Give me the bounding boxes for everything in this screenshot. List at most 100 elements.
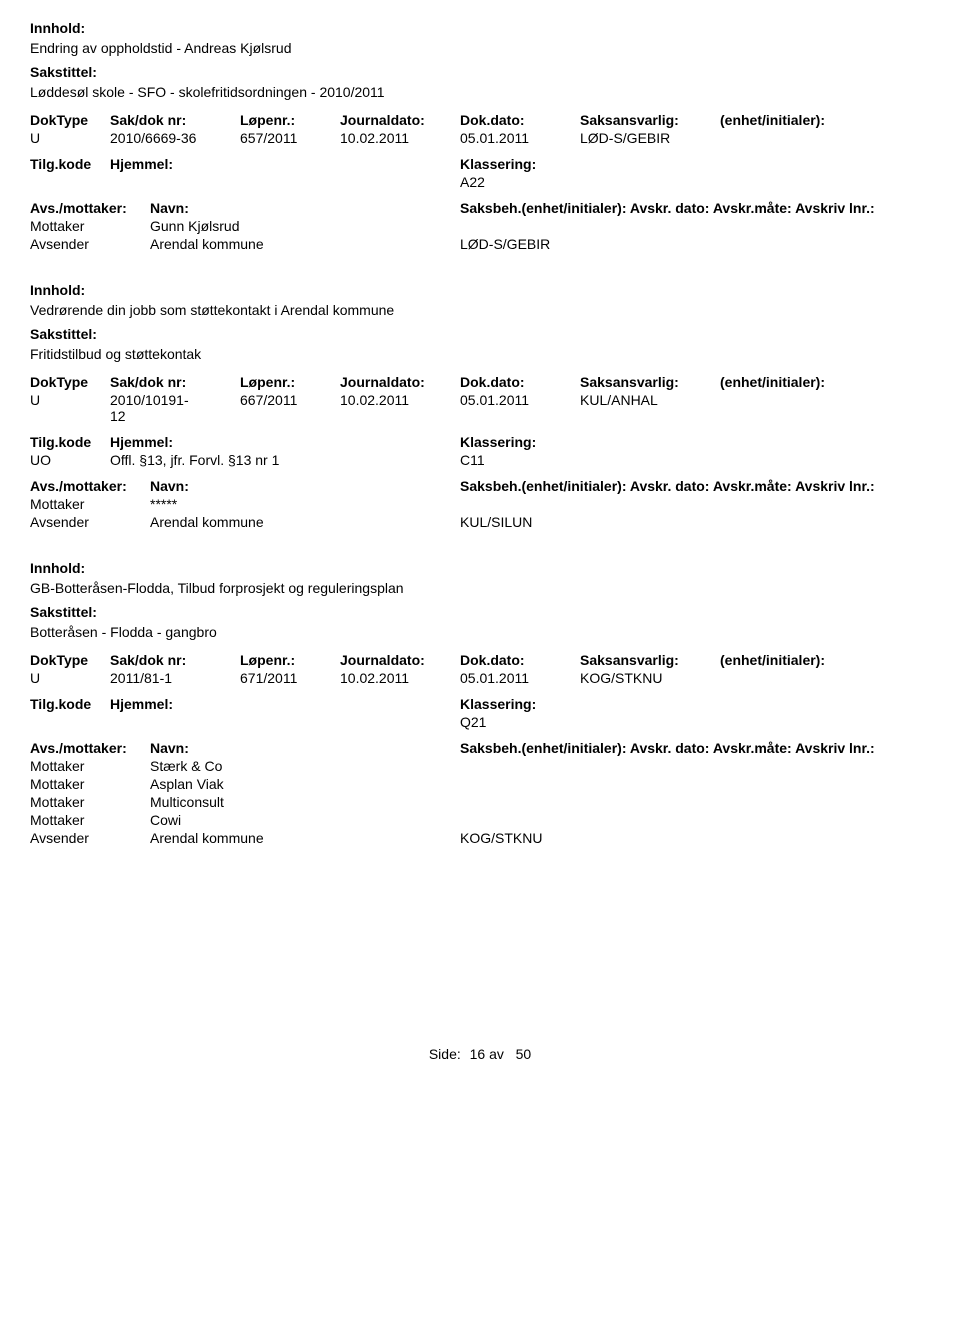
initialer-header: (enhet/initialer):: [720, 112, 860, 128]
mottaker-navn: Stærk & Co: [150, 758, 350, 774]
mottaker-label: Mottaker: [30, 758, 150, 774]
sakdok-header: Sak/dok nr:: [110, 112, 240, 128]
tilg-hjemmel-data-row: A22: [30, 174, 930, 190]
hjemmel-value: [110, 174, 460, 190]
innhold-text: Endring av oppholdstid - Andreas Kjølsru…: [30, 40, 930, 56]
innhold-text: Vedrørende din jobb som støttekontakt i …: [30, 302, 930, 318]
doktype-value: U: [30, 670, 110, 686]
sakstittel-text: Fritidstilbud og støttekontak: [30, 346, 930, 362]
journaldato-header: Journaldato:: [340, 112, 460, 128]
entry-block: Innhold: Vedrørende din jobb som støtteko…: [30, 282, 930, 530]
innhold-label: Innhold:: [30, 20, 930, 36]
navn-label: Navn:: [150, 740, 300, 756]
avs-mottaker-header-row: Avs./mottaker:Navn:Saksbeh.(enhet/initia…: [30, 478, 930, 494]
table-header-row: DokTypeSak/dok nr:Løpenr.:Journaldato:Do…: [30, 112, 930, 128]
entry-block: Innhold: GB-Botteråsen-Flodda, Tilbud for…: [30, 560, 930, 846]
mottaker-row: MottakerMulticonsult: [30, 794, 930, 810]
tilg-hjemmel-header-row: Tilg.kodeHjemmel:Klassering:: [30, 156, 930, 172]
klassering-label: Klassering:: [460, 156, 536, 172]
lopenr-header: Løpenr.:: [240, 374, 340, 390]
saksansvarlig-header: Saksansvarlig:: [580, 112, 720, 128]
sakstittel-text: Løddesøl skole - SFO - skolefritidsordni…: [30, 84, 930, 100]
hjemmel-value: Offl. §13, jfr. Forvl. §13 nr 1: [110, 452, 460, 468]
avs-mottaker-label: Avs./mottaker:: [30, 478, 150, 494]
mottaker-navn: Cowi: [150, 812, 350, 828]
avs-mottaker-header-row: Avs./mottaker:Navn:Saksbeh.(enhet/initia…: [30, 200, 930, 216]
innhold-label: Innhold:: [30, 560, 930, 576]
lopenr-value: 671/2011: [240, 670, 340, 686]
spacer: [30, 408, 110, 424]
table-data-row-2: 12: [30, 408, 930, 424]
avsender-code: LØD-S/GEBIR: [460, 236, 550, 252]
mottaker-navn: Multiconsult: [150, 794, 350, 810]
avs-mottaker-header-row: Avs./mottaker:Navn: Saksbeh.(enhet/initia…: [30, 740, 930, 756]
mottaker-label: Mottaker: [30, 794, 150, 810]
sakdok-value-2: 12: [110, 408, 240, 424]
table-header-row: DokTypeSak/dok nr:Løpenr.:Journaldato:Do…: [30, 652, 930, 668]
mottaker-row: Mottaker*****: [30, 496, 930, 512]
mottaker-label: Mottaker: [30, 496, 150, 512]
tilgkode-label: Tilg.kode: [30, 696, 110, 712]
klassering-value: C11: [460, 452, 485, 468]
sakstittel-label: Sakstittel:: [30, 604, 930, 620]
saksbeh-label: Saksbeh.(enhet/initialer): Avskr. dato: …: [460, 740, 875, 756]
klassering-value: Q21: [460, 714, 486, 730]
avsender-row: AvsenderArendal kommuneKOG/STKNU: [30, 830, 930, 846]
journaldato-value: 10.02.2011: [340, 392, 460, 408]
avsender-label: Avsender: [30, 236, 150, 252]
dokdato-header: Dok.dato:: [460, 374, 580, 390]
sakdok-value: 2010/6669-36: [110, 130, 240, 146]
klassering-label: Klassering:: [460, 696, 536, 712]
side-label: Side:: [429, 1046, 461, 1062]
sakdok-header: Sak/dok nr:: [110, 652, 240, 668]
table-data-row: U2010/6669-36657/201110.02.201105.01.201…: [30, 130, 930, 146]
lopenr-header: Løpenr.:: [240, 112, 340, 128]
tilgkode-label: Tilg.kode: [30, 434, 110, 450]
sakstittel-label: Sakstittel:: [30, 326, 930, 342]
total-pages: 50: [516, 1046, 532, 1062]
doktype-header: DokType: [30, 112, 110, 128]
page-footer: Side: 16 av 50: [30, 1046, 930, 1062]
mottaker-navn: *****: [150, 496, 350, 512]
saksansvarlig-value: KUL/ANHAL: [580, 392, 720, 408]
sakdok-header: Sak/dok nr:: [110, 374, 240, 390]
navn-label: Navn:: [150, 200, 300, 216]
avsender-label: Avsender: [30, 830, 150, 846]
sakstittel-text: Botteråsen - Flodda - gangbro: [30, 624, 930, 640]
sakdok-value: 2011/81-1: [110, 670, 240, 686]
mottaker-navn: Asplan Viak: [150, 776, 350, 792]
journaldato-value: 10.02.2011: [340, 130, 460, 146]
doktype-header: DokType: [30, 374, 110, 390]
klassering-value: A22: [460, 174, 485, 190]
hjemmel-label: Hjemmel:: [110, 434, 460, 450]
hjemmel-label: Hjemmel:: [110, 696, 460, 712]
mottaker-row: MottakerAsplan Viak: [30, 776, 930, 792]
dokdato-header: Dok.dato:: [460, 652, 580, 668]
journaldato-header: Journaldato:: [340, 652, 460, 668]
initialer-header: (enhet/initialer):: [720, 374, 860, 390]
saksansvarlig-value: LØD-S/GEBIR: [580, 130, 720, 146]
dokdato-value: 05.01.2011: [460, 670, 580, 686]
avsender-row: AvsenderArendal kommuneKUL/SILUN: [30, 514, 930, 530]
tilgkode-value: [30, 174, 110, 190]
innhold-label: Innhold:: [30, 282, 930, 298]
tilg-hjemmel-header-row: Tilg.kodeHjemmel:Klassering:: [30, 434, 930, 450]
mottaker-label: Mottaker: [30, 218, 150, 234]
avs-mottaker-label: Avs./mottaker:: [30, 740, 150, 756]
avsender-label: Avsender: [30, 514, 150, 530]
sakdok-value: 2010/10191-: [110, 392, 240, 408]
hjemmel-value: [110, 714, 460, 730]
mottaker-label: Mottaker: [30, 812, 150, 828]
lopenr-value: 667/2011: [240, 392, 340, 408]
doktype-value: U: [30, 392, 110, 408]
tilg-hjemmel-data-row: UOOffl. §13, jfr. Forvl. §13 nr 1C11: [30, 452, 930, 468]
innhold-text: GB-Botteråsen-Flodda, Tilbud forprosjekt…: [30, 580, 930, 596]
avsender-navn: Arendal kommune: [150, 830, 350, 846]
journaldato-value: 10.02.2011: [340, 670, 460, 686]
mottaker-row: MottakerStærk & Co: [30, 758, 930, 774]
initialer-value: [720, 130, 860, 146]
hjemmel-label: Hjemmel:: [110, 156, 460, 172]
entries-container: Innhold: Endring av oppholdstid - Andreas…: [30, 20, 930, 846]
tilgkode-value: UO: [30, 452, 110, 468]
avs-mottaker-label: Avs./mottaker:: [30, 200, 150, 216]
